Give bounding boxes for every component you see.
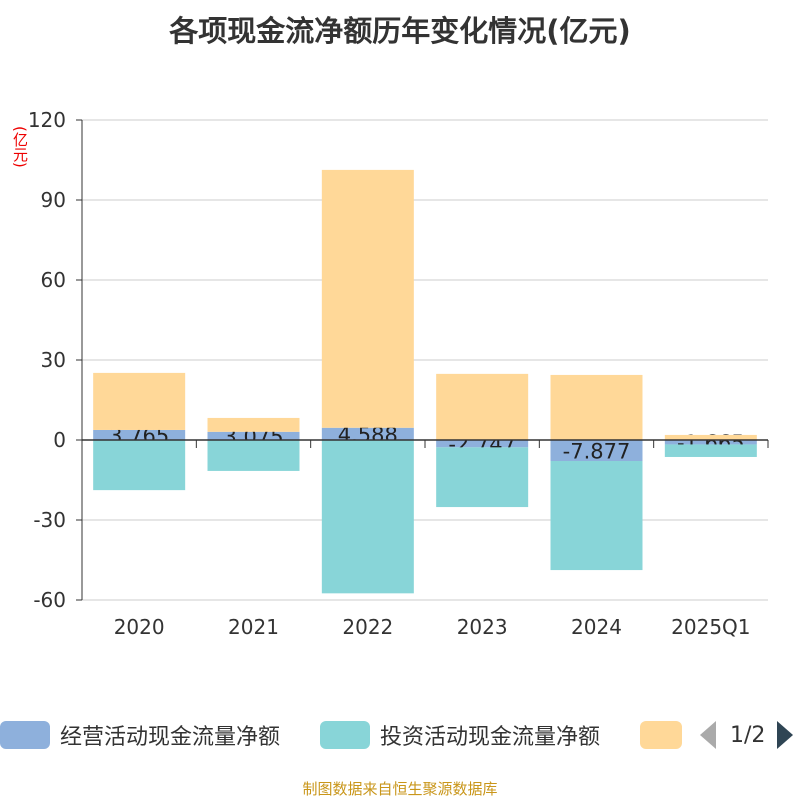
x-tick-label: 2022 bbox=[342, 615, 393, 639]
bar-2020 bbox=[93, 429, 186, 440]
y-tick-label: 30 bbox=[41, 348, 66, 372]
bar-2020 bbox=[93, 372, 186, 430]
chart-title: 各项现金流净额历年变化情况(亿元) bbox=[169, 14, 631, 48]
data-source: 制图数据来自恒生聚源数据库 bbox=[302, 780, 498, 798]
legend-prev-icon[interactable] bbox=[700, 721, 716, 749]
legend-item-investing[interactable]: 投资活动现金流量净额 bbox=[320, 718, 600, 752]
bar-2024 bbox=[550, 374, 643, 440]
bar-2024 bbox=[550, 440, 643, 462]
y-axis-unit: (亿元) bbox=[11, 126, 29, 168]
legend-label: 经营活动现金流量净额 bbox=[60, 725, 281, 750]
bar-2021 bbox=[207, 431, 300, 440]
y-tick-label: -30 bbox=[33, 508, 66, 532]
x-tick-label: 2021 bbox=[228, 615, 279, 639]
bar-2021 bbox=[207, 417, 300, 432]
y-tick-label: 120 bbox=[28, 108, 66, 132]
bar-2025Q1 bbox=[664, 444, 757, 457]
bar-2025Q1 bbox=[664, 434, 757, 440]
legend-pager: 1/2 bbox=[700, 718, 794, 752]
bar-2022 bbox=[321, 169, 414, 428]
bar-2023 bbox=[436, 373, 529, 440]
bar-2025Q1 bbox=[664, 440, 757, 445]
bar-2023 bbox=[436, 447, 529, 508]
x-tick-label: 2023 bbox=[457, 615, 508, 639]
legend-swatch bbox=[0, 721, 50, 749]
bar-2021 bbox=[207, 440, 300, 471]
legend-label: 投资活动现金流量净额 bbox=[380, 725, 601, 750]
legend-next-icon[interactable] bbox=[777, 721, 794, 749]
y-tick-label: 0 bbox=[53, 428, 66, 452]
legend-swatch bbox=[320, 721, 370, 749]
x-tick-label: 2024 bbox=[571, 615, 622, 639]
legend-item-financing[interactable] bbox=[640, 718, 692, 752]
legend-page-number: 1/2 bbox=[730, 722, 766, 748]
legend-swatch bbox=[640, 721, 682, 749]
data-label: -7.877 bbox=[563, 440, 631, 464]
y-tick-label: 90 bbox=[41, 188, 66, 212]
x-tick-label: 2025Q1 bbox=[671, 615, 750, 639]
y-tick-label: 60 bbox=[41, 268, 66, 292]
x-tick-label: 2020 bbox=[114, 615, 165, 639]
bar-2024 bbox=[550, 461, 643, 571]
bar-2023 bbox=[436, 440, 529, 448]
bar-2020 bbox=[93, 440, 186, 491]
legend-item-operating[interactable]: 经营活动现金流量净额 bbox=[0, 718, 280, 752]
y-tick-label: -60 bbox=[33, 588, 66, 612]
bar-2022 bbox=[321, 440, 414, 594]
bar-2022 bbox=[321, 427, 414, 440]
